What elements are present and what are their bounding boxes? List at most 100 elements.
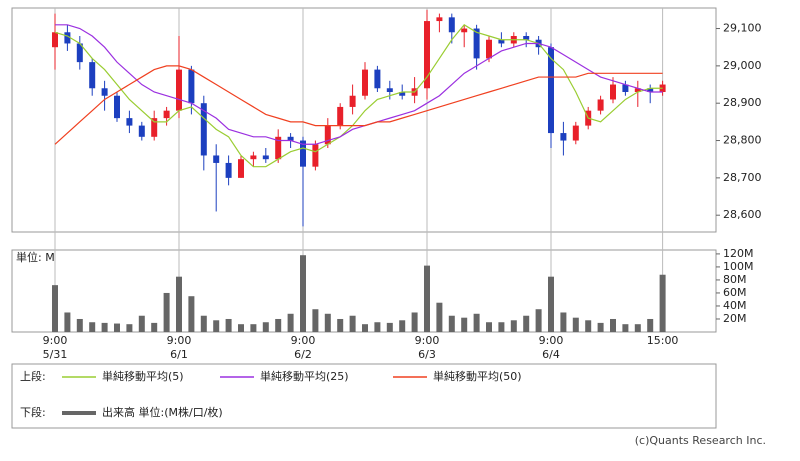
y-tick-label: 28,900 <box>723 96 762 109</box>
moving-average <box>54 24 663 168</box>
y-tick-label: 120M <box>723 247 754 260</box>
candle-body <box>324 125 331 145</box>
volume-bar <box>610 318 616 332</box>
volume-bar <box>300 255 306 332</box>
candle-body <box>448 17 455 33</box>
volume-bar <box>225 318 232 332</box>
volume-bar <box>114 323 120 332</box>
y-tick-label: 100M <box>723 260 754 273</box>
candle-body <box>374 69 381 89</box>
volume-bar <box>411 312 418 332</box>
volume-bar <box>659 274 666 332</box>
volume-bar <box>510 320 517 332</box>
y-tick-label: 29,100 <box>723 22 762 35</box>
x-tick-label: 9:00 <box>167 334 192 347</box>
candle-body <box>250 155 257 160</box>
legend-label: 単純移動平均(50) <box>433 369 522 383</box>
candle-body <box>461 28 468 33</box>
candle-body <box>163 110 170 119</box>
candle-body <box>114 95 120 119</box>
candle-body <box>126 118 133 126</box>
moving-average <box>55 24 663 145</box>
candle-body <box>275 136 282 160</box>
candle-body <box>498 39 505 44</box>
candle-body <box>89 62 96 89</box>
volume-bar <box>386 322 393 332</box>
x-tick-label: 5/31 <box>43 348 68 361</box>
candle-body <box>151 118 158 137</box>
candle-body <box>424 21 430 89</box>
volume-bar <box>138 315 145 332</box>
candle-body <box>622 84 629 92</box>
candle-body <box>300 140 306 167</box>
candle-body <box>52 32 58 48</box>
volume-bar <box>399 320 406 332</box>
y-tick-label: 28,600 <box>723 208 762 221</box>
legend-label: 下段: <box>20 405 46 419</box>
candle-body <box>312 144 319 167</box>
volume-bar <box>523 315 530 332</box>
volume-bar <box>163 292 170 332</box>
volume-bar <box>486 322 492 332</box>
volume-bar <box>176 276 182 332</box>
volume-bar <box>250 324 257 332</box>
volume-bar <box>324 313 331 332</box>
candle-body <box>486 39 492 59</box>
candle-body <box>225 162 232 178</box>
volume-bar <box>188 296 195 332</box>
legend-label: 単純移動平均(5) <box>102 369 184 383</box>
candle-body <box>610 84 616 100</box>
y-tick-label: 60M <box>723 286 747 299</box>
volume-unit: 単位: M <box>16 250 55 264</box>
volume-bar <box>498 322 505 332</box>
candle-body <box>523 36 530 40</box>
candle-body <box>399 92 406 96</box>
volume-bar <box>572 317 579 332</box>
candle-body <box>647 88 654 92</box>
volume-bar <box>647 318 654 332</box>
legend-frame <box>11 363 717 429</box>
candle-body <box>138 125 145 137</box>
x-tick-label: 9:00 <box>539 334 564 347</box>
y-tick-label: 80M <box>723 273 747 286</box>
legend-label: 上段: <box>20 369 46 383</box>
volume-bar <box>548 276 554 332</box>
candle-body <box>213 155 220 163</box>
volume-bar <box>535 309 542 332</box>
x-tick-label: 9:00 <box>415 334 440 347</box>
volume-bar <box>436 302 443 332</box>
moving-average <box>54 65 663 145</box>
volume-bar <box>213 320 220 332</box>
volume-bar <box>622 324 629 332</box>
legend-label: 単純移動平均(25) <box>260 369 349 383</box>
volume-bar <box>238 324 244 332</box>
candle-body <box>548 47 554 134</box>
candle-body <box>188 69 195 104</box>
footer: (c)Quants Research Inc. <box>635 434 766 447</box>
candle-body <box>262 155 269 160</box>
y-tick-label: 29,000 <box>723 59 762 72</box>
x-tick-label: 9:00 <box>291 334 316 347</box>
volume-bar <box>89 322 96 332</box>
candle-body <box>386 88 393 92</box>
candle-body <box>473 28 480 59</box>
candle-body <box>238 159 244 178</box>
volume-bar <box>585 320 592 332</box>
x-tick-label: 6/2 <box>294 348 312 361</box>
y-tick-label: 40M <box>723 299 747 312</box>
volume-bar <box>151 322 158 332</box>
candle-body <box>101 88 108 96</box>
volume-bar <box>374 322 381 332</box>
candle-body <box>76 43 83 63</box>
legend-label: 出来高 単位:(M株/口/枚) <box>102 405 223 419</box>
candle-body <box>362 69 368 96</box>
volume-bar <box>349 315 356 332</box>
volume-bar <box>126 324 133 332</box>
candle-body <box>436 17 443 22</box>
volume-bar <box>275 318 282 332</box>
volume-bar <box>287 313 294 332</box>
volume-bar <box>424 265 430 332</box>
price-frame <box>11 7 717 233</box>
volume-bar <box>362 324 368 332</box>
